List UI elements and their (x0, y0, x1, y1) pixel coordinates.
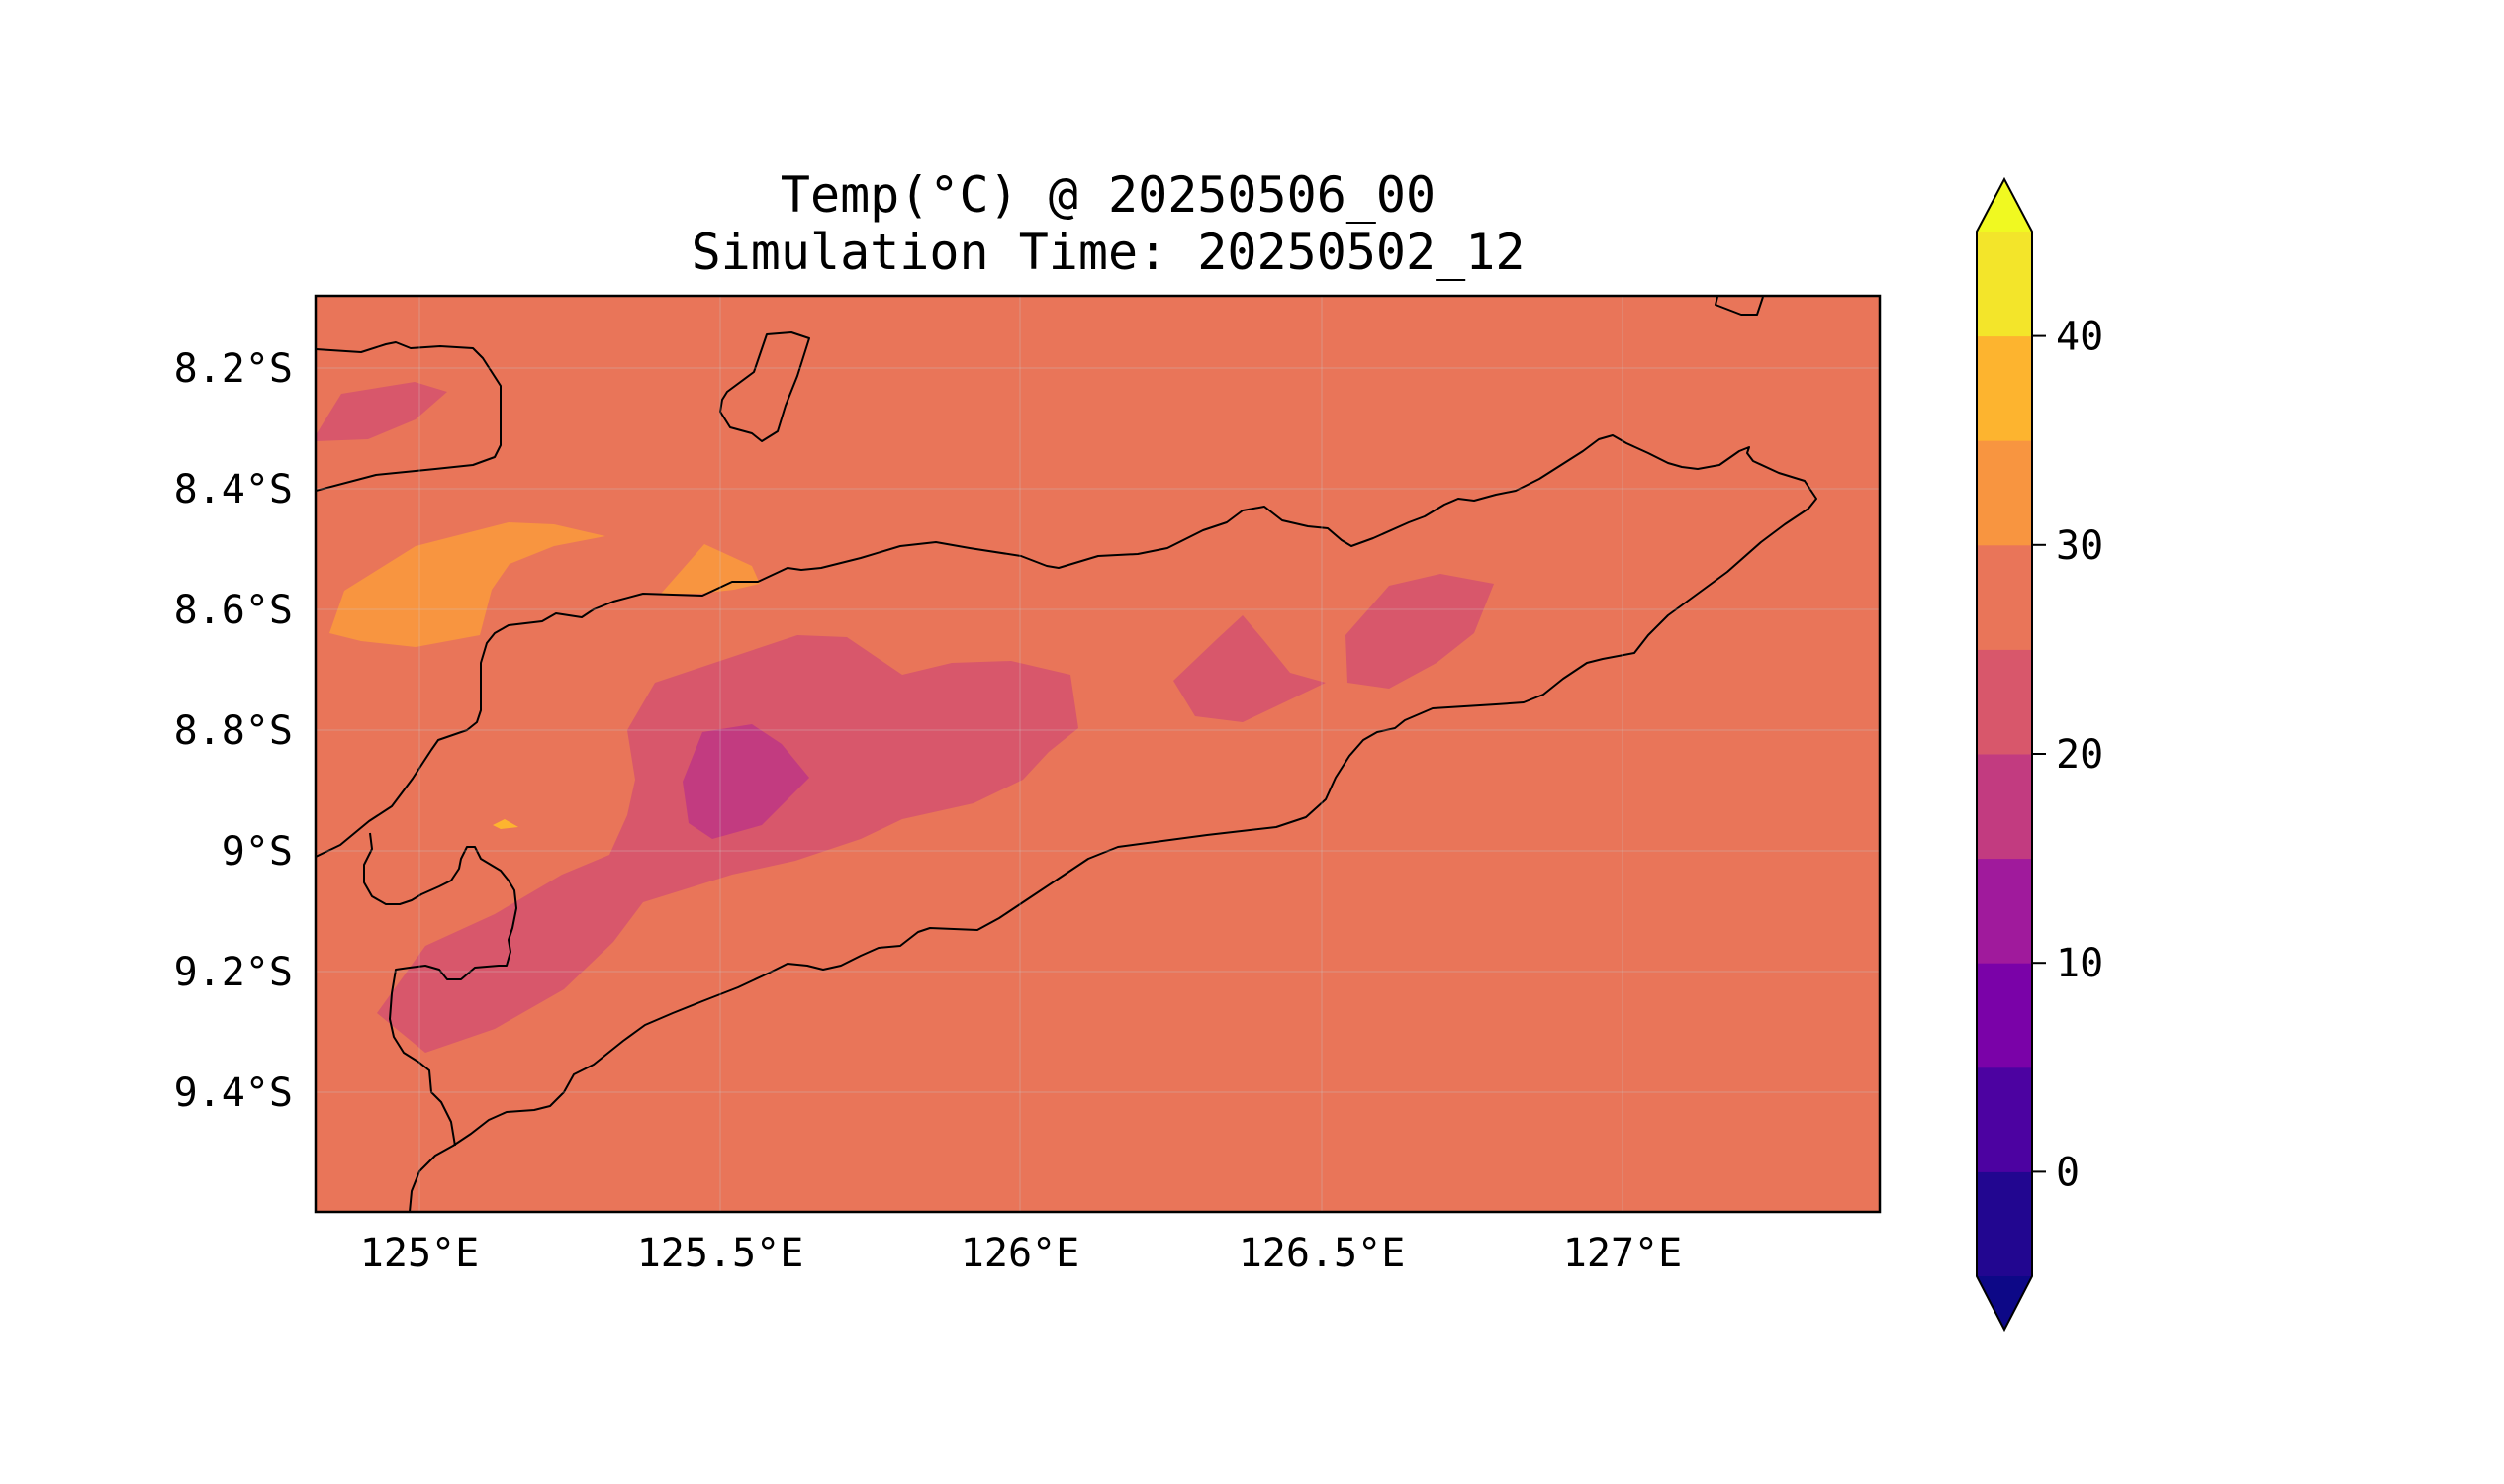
temperature-background-field (316, 296, 1880, 1212)
y-tick-label: 8.8°S (174, 708, 293, 754)
y-tick-label: 8.4°S (174, 467, 293, 512)
gridlines (316, 296, 1880, 1212)
y-tick-label: 8.6°S (174, 588, 293, 633)
contour-20-25-region (1345, 574, 1494, 689)
colorbar-band (1977, 754, 2032, 860)
colorbar-tick-label: 10 (2056, 941, 2103, 986)
colorbar-over-extension (1977, 179, 2032, 232)
x-tick-label: 126.5°E (1239, 1231, 1406, 1276)
contour-30-35-region (329, 522, 605, 647)
colorbar: 0 10 20 30 40 (1976, 176, 2103, 1333)
colorbar-band (1977, 1171, 2032, 1277)
title-line-2: Simulation Time: 20250502_12 (692, 224, 1526, 281)
colorbar-band (1977, 858, 2032, 964)
colorbar-band (1977, 649, 2032, 755)
colorbar-band (1977, 232, 2032, 337)
coastline-oecusse-enclave (363, 832, 517, 1147)
colorbar-bands (1977, 232, 2032, 1277)
coastline-northwest (316, 341, 502, 492)
colorbar-under-extension (1977, 1276, 2032, 1330)
y-axis: 8.2°S 8.4°S 8.6°S 8.8°S 9°S 9.2°S 9.4°S (174, 346, 293, 1116)
y-tick-label: 8.2°S (174, 346, 293, 392)
colorbar-tick-label: 40 (2056, 315, 2103, 360)
y-tick-label: 9.4°S (174, 1070, 293, 1116)
coastline-atauro-island (719, 331, 810, 442)
map-frame (314, 294, 1882, 1214)
coastline-northeast-island (1715, 296, 1764, 316)
contour-15-20-region (683, 724, 809, 839)
colorbar-band (1977, 544, 2032, 650)
colorbar-band (1977, 963, 2032, 1068)
contour-20-25-region (316, 382, 447, 441)
coastline-timor-north-and-tail (316, 434, 1817, 1212)
colorbar-ticks: 0 10 20 30 40 (2032, 315, 2103, 1195)
colorbar-band (1977, 440, 2032, 546)
y-tick-label: 9.2°S (174, 950, 293, 995)
colorbar-tick-label: 20 (2056, 732, 2103, 778)
colorbar-tick-label: 30 (2056, 523, 2103, 569)
colorbar-band (1977, 1067, 2032, 1172)
contour-20-25-region (1173, 615, 1326, 722)
x-axis: 125°E 125.5°E 126°E 126.5°E 127°E (360, 1231, 1682, 1276)
colorbar-tick-label: 0 (2056, 1150, 2080, 1195)
x-tick-label: 125°E (360, 1231, 479, 1276)
x-tick-label: 125.5°E (637, 1231, 804, 1276)
map-panel: 125°E 125.5°E 126°E 126.5°E 127°E 8.2°S … (174, 294, 1882, 1276)
x-tick-label: 126°E (961, 1231, 1079, 1276)
x-tick-label: 127°E (1563, 1231, 1682, 1276)
colorbar-outline (1976, 176, 2033, 1333)
y-tick-label: 9°S (222, 829, 293, 875)
colorbar-band (1977, 335, 2032, 441)
coastlines (316, 296, 1817, 1212)
contour-20-25-region (377, 635, 1078, 1053)
title-line-1: Temp(°C) @ 20250506_00 (781, 166, 1436, 224)
contour-35-40-region (493, 819, 518, 829)
